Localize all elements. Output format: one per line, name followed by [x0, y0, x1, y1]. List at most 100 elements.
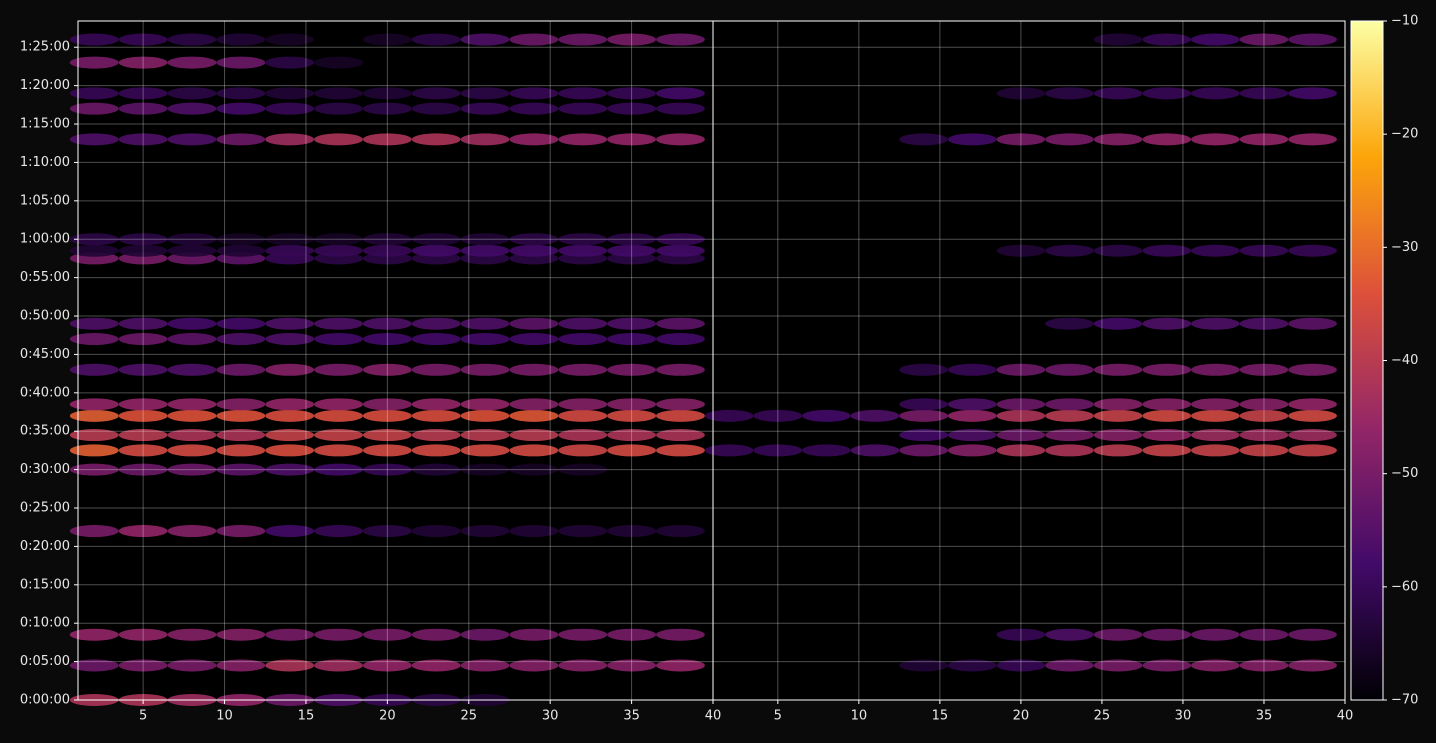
heat-cell	[118, 659, 168, 672]
heat-cell	[411, 409, 461, 422]
heat-cell	[167, 628, 217, 641]
heat-cell	[1093, 429, 1143, 442]
heat-cell	[118, 56, 168, 69]
heat-cell	[802, 444, 851, 457]
heat-cell	[1239, 444, 1289, 457]
heat-cell	[753, 409, 803, 422]
heat-cell	[216, 56, 266, 69]
heat-cell	[1191, 244, 1240, 257]
y-tick-label: 0:00:00	[20, 693, 70, 708]
heat-cell	[362, 628, 412, 641]
heat-cell	[1239, 317, 1289, 330]
heat-cell	[314, 244, 363, 257]
heat-cell	[460, 363, 510, 376]
heat-cell	[509, 233, 559, 246]
heat-cell	[1288, 659, 1337, 672]
heat-cell	[1239, 33, 1289, 46]
heat-cell	[265, 659, 315, 672]
heat-cell	[947, 133, 997, 146]
heat-cell	[558, 133, 608, 146]
heat-cell	[118, 398, 168, 411]
heat-cell	[118, 87, 168, 100]
heat-cell	[656, 628, 705, 641]
heat-cell	[460, 233, 510, 246]
heat-cell	[411, 87, 461, 100]
y-tick-label: 1:20:00	[20, 78, 70, 93]
heat-cell	[1045, 659, 1094, 672]
heat-cell	[167, 33, 217, 46]
y-tick-label: 0:35:00	[20, 424, 70, 439]
y-tick-label: 0:25:00	[20, 501, 70, 516]
heat-cell	[558, 463, 608, 476]
heat-cell	[314, 102, 363, 115]
heat-cell	[899, 659, 948, 672]
heat-cell	[1142, 244, 1192, 257]
plot-area	[78, 21, 713, 700]
heat-cell	[1191, 409, 1240, 422]
heat-cell	[118, 317, 168, 330]
heat-cell	[1142, 87, 1192, 100]
heat-cell	[1142, 409, 1192, 422]
heat-cell	[362, 317, 412, 330]
heat-cell	[314, 56, 363, 69]
heat-cell	[69, 133, 119, 146]
x-tick-label: 30	[1175, 709, 1192, 724]
heat-cell	[167, 102, 217, 115]
heat-cell	[216, 409, 266, 422]
heat-cell	[362, 102, 412, 115]
heat-cell	[362, 409, 412, 422]
x-tick-label: 15	[298, 709, 315, 724]
heat-cell	[362, 333, 412, 346]
heat-cell	[509, 133, 559, 146]
heat-cell	[607, 628, 657, 641]
heat-cell	[411, 233, 461, 246]
heat-cell	[265, 463, 315, 476]
heat-cell	[411, 659, 461, 672]
heat-cell	[460, 525, 510, 538]
heat-cell	[1239, 363, 1289, 376]
heat-cell	[1288, 363, 1337, 376]
heat-cell	[69, 409, 119, 422]
heat-cell	[558, 363, 608, 376]
x-tick-label: 5	[139, 709, 147, 724]
heat-cell	[69, 444, 119, 457]
heat-cell	[411, 244, 461, 257]
heat-cell	[460, 429, 510, 442]
heat-cell	[607, 398, 657, 411]
heatmap-cells	[69, 33, 705, 706]
heat-cell	[167, 444, 217, 457]
heat-cell	[1191, 398, 1240, 411]
x-tick-label: 35	[1256, 709, 1273, 724]
heat-cell	[362, 363, 412, 376]
heat-cell	[167, 463, 217, 476]
heat-cell	[216, 233, 266, 246]
heat-cell	[996, 363, 1046, 376]
heat-cell	[362, 33, 412, 46]
y-tick-label: 1:00:00	[20, 232, 70, 247]
heat-cell	[509, 659, 559, 672]
heat-cell	[265, 409, 315, 422]
heat-cell	[216, 463, 266, 476]
heat-cell	[216, 87, 266, 100]
heat-cell	[69, 56, 119, 69]
heat-cell	[656, 363, 705, 376]
heatmap-cells	[704, 33, 1337, 672]
heat-cell	[1093, 363, 1143, 376]
heat-cell	[1045, 409, 1094, 422]
y-tick-label: 1:15:00	[20, 117, 70, 132]
heat-cell	[118, 429, 168, 442]
heat-cell	[411, 525, 461, 538]
heat-cell	[265, 628, 315, 641]
heat-cell	[1093, 33, 1143, 46]
heat-cell	[362, 133, 412, 146]
heat-cell	[460, 33, 510, 46]
heat-cell	[1288, 33, 1337, 46]
heat-cell	[656, 429, 705, 442]
heat-cell	[411, 463, 461, 476]
plot-area	[713, 21, 1345, 700]
heat-cell	[314, 463, 363, 476]
heat-cell	[69, 363, 119, 376]
heat-cell	[265, 429, 315, 442]
heat-cell	[509, 409, 559, 422]
colorbar-tick-label: −10	[1391, 14, 1418, 29]
